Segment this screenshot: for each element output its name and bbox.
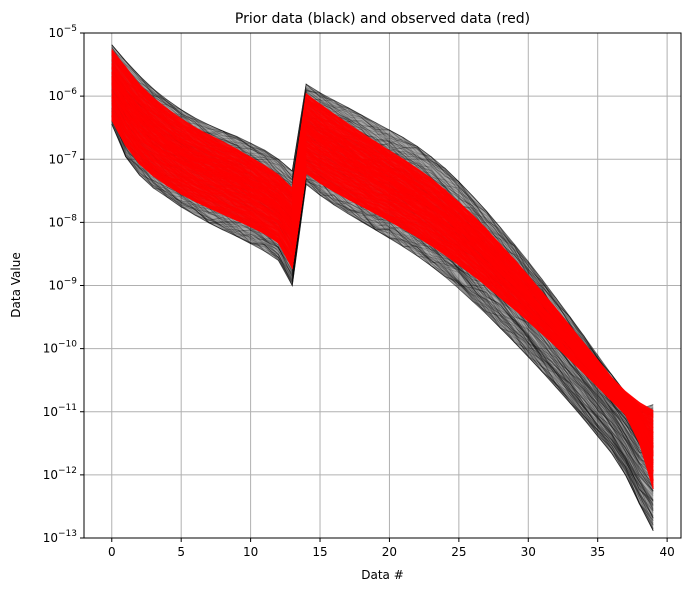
prior-curve xyxy=(111,123,654,531)
prior-curve xyxy=(111,123,654,530)
y-tick-label: 10−10 xyxy=(43,340,78,356)
plot-area xyxy=(111,44,654,531)
observed-curve xyxy=(111,100,654,472)
observed-curve xyxy=(111,83,654,452)
prior-curve xyxy=(111,44,654,416)
prior-curve xyxy=(111,115,654,519)
prior-curve xyxy=(111,51,654,417)
prior-curve xyxy=(111,121,654,519)
x-tick-label: 25 xyxy=(451,545,466,559)
prior-curve xyxy=(111,50,654,416)
chart-title: Prior data (black) and observed data (re… xyxy=(235,11,530,27)
prior-curve xyxy=(111,44,654,412)
observed-edge-upper xyxy=(111,48,654,411)
prior-curve xyxy=(111,50,654,414)
x-axis-label: Data # xyxy=(361,568,404,582)
y-tick-label: 10−13 xyxy=(43,529,77,545)
y-tick-label: 10−7 xyxy=(48,150,77,166)
x-tick-label: 30 xyxy=(521,545,536,559)
y-tick-label: 10−12 xyxy=(43,466,77,482)
observed-curve xyxy=(111,76,654,447)
prior-curve xyxy=(111,115,654,519)
x-tick-label: 20 xyxy=(382,545,397,559)
prior-curve xyxy=(111,108,654,514)
observed-edge-lower xyxy=(111,119,654,489)
x-tick-label: 10 xyxy=(243,545,258,559)
axis-ticks: 0 5 10 15 20 25 30 35 40 10−13 10−12 10−11 10−10 10−9… xyxy=(43,24,675,559)
prior-curve xyxy=(111,116,654,521)
prior-curve xyxy=(111,122,654,524)
observed-curve xyxy=(111,60,654,425)
observed-curve xyxy=(111,97,654,464)
prior-curve xyxy=(111,114,654,516)
observed-curve xyxy=(111,56,654,422)
prior-curve xyxy=(111,110,654,518)
y-tick-label: 10−5 xyxy=(48,24,77,40)
prior-curve xyxy=(111,46,654,414)
observed-curve xyxy=(111,73,654,435)
observed-envelope xyxy=(111,48,654,489)
prior-curve xyxy=(111,108,654,511)
prior-curve xyxy=(111,117,654,521)
observed-curve xyxy=(111,114,654,485)
prior-curve xyxy=(111,47,654,417)
observed-curve xyxy=(111,51,654,417)
x-tick-label: 35 xyxy=(590,545,605,559)
y-tick-label: 10−6 xyxy=(48,87,77,103)
prior-curve xyxy=(111,47,654,410)
x-tick-label: 15 xyxy=(312,545,327,559)
prior-curve xyxy=(111,115,654,520)
x-tick-label: 5 xyxy=(177,545,185,559)
observed-curve xyxy=(111,104,654,468)
prior-edge-upper xyxy=(111,44,654,410)
x-tick-label: 40 xyxy=(659,545,674,559)
prior-edge-lower xyxy=(111,123,654,531)
prior-curve xyxy=(111,116,654,529)
prior-curve xyxy=(111,120,654,521)
y-tick-label: 10−9 xyxy=(48,277,77,293)
observed-curve xyxy=(111,82,654,447)
x-tick-label: 0 xyxy=(108,545,116,559)
prior-curve xyxy=(111,115,654,526)
y-tick-label: 10−11 xyxy=(43,403,77,419)
prior-curve xyxy=(111,123,654,526)
observed-curve xyxy=(111,109,654,473)
prior-curve xyxy=(111,53,654,417)
y-tick-label: 10−8 xyxy=(48,213,77,229)
prior-curve xyxy=(111,123,654,531)
observed-curve xyxy=(111,113,654,490)
observed-curve xyxy=(111,65,654,427)
observed-series xyxy=(111,48,654,490)
prior-curve xyxy=(111,115,654,525)
prior-curve xyxy=(111,115,654,530)
prior-curve xyxy=(111,113,654,517)
prior-curve xyxy=(111,116,654,519)
y-axis-label: Data Value xyxy=(9,252,23,317)
prior-curve xyxy=(111,49,654,417)
observed-curve xyxy=(111,66,654,430)
